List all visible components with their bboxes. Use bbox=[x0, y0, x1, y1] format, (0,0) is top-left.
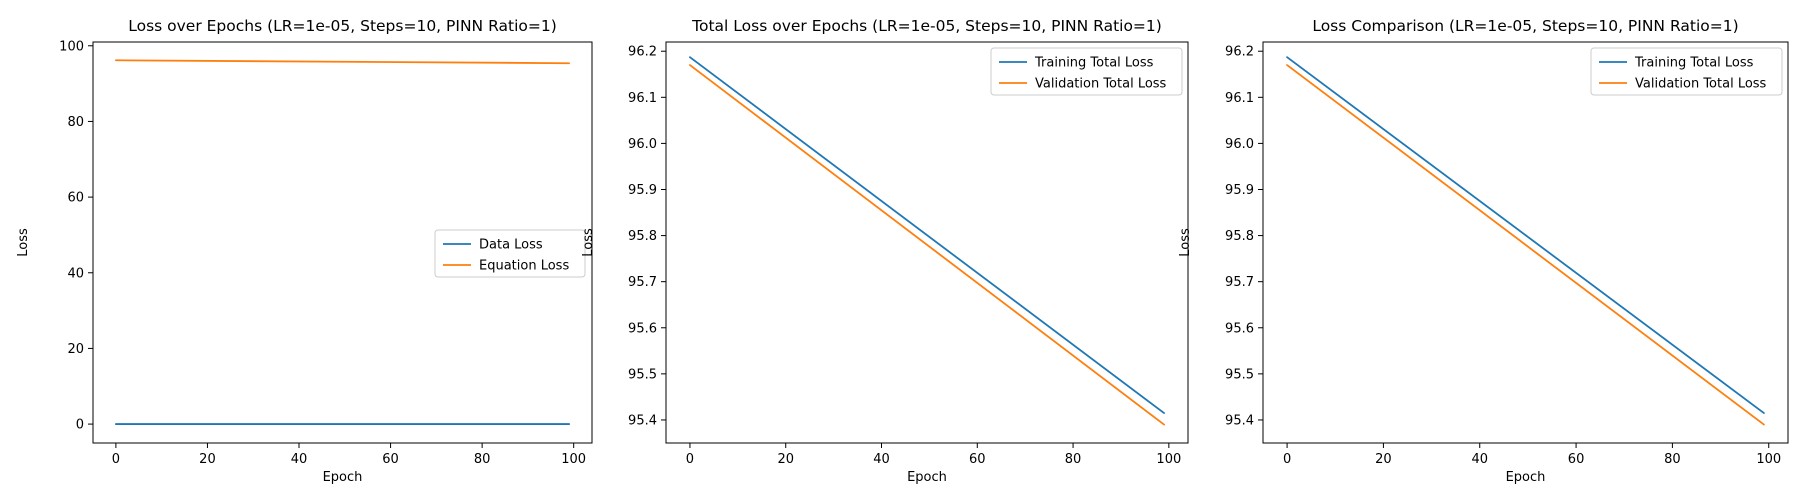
legend-label: Validation Total Loss bbox=[1635, 77, 1767, 92]
y-tick-label: 96.0 bbox=[1225, 137, 1254, 152]
series-line-equation-loss bbox=[114, 59, 571, 65]
x-tick-label: 60 bbox=[1568, 452, 1585, 467]
x-tick-label: 20 bbox=[1375, 452, 1392, 467]
chart-panel-1: Loss over Epochs (LR=1e-05, Steps=10, PI… bbox=[16, 17, 593, 485]
y-tick-label: 95.4 bbox=[628, 413, 657, 428]
y-tick-label: 95.9 bbox=[628, 183, 657, 198]
y-tick-label: 95.9 bbox=[1225, 183, 1254, 198]
y-tick-label: 95.6 bbox=[628, 321, 657, 336]
x-tick-label: 80 bbox=[1664, 452, 1681, 467]
x-tick-label: 80 bbox=[474, 452, 491, 467]
y-tick-label: 20 bbox=[67, 342, 84, 357]
y-tick-label: 96.0 bbox=[628, 137, 657, 152]
y-tick-label: 96.2 bbox=[628, 45, 657, 60]
legend-box bbox=[1590, 47, 1783, 96]
y-axis-label: Loss bbox=[16, 228, 31, 257]
y-tick-label: 95.5 bbox=[1225, 367, 1254, 382]
x-tick-label: 100 bbox=[1156, 452, 1181, 467]
x-tick-label: 100 bbox=[561, 452, 586, 467]
x-tick-label: 100 bbox=[1756, 452, 1781, 467]
y-tick-label: 0 bbox=[76, 418, 84, 433]
x-tick-label: 40 bbox=[1471, 452, 1488, 467]
legend-label: Validation Total Loss bbox=[1035, 77, 1167, 92]
chart-panel-2: Total Loss over Epochs (LR=1e-05, Steps=… bbox=[581, 17, 1189, 485]
plot-frame bbox=[1262, 41, 1789, 444]
x-tick-label: 0 bbox=[1283, 452, 1291, 467]
y-tick-label: 80 bbox=[67, 115, 84, 130]
legend: Data Loss Equation Loss bbox=[434, 229, 586, 278]
x-tick-label: 0 bbox=[112, 452, 120, 467]
x-tick-label: 60 bbox=[382, 452, 399, 467]
chart-panel-3: Loss Comparison (LR=1e-05, Steps=10, PIN… bbox=[1178, 17, 1789, 485]
series-line-training-total-loss bbox=[689, 56, 1165, 414]
x-tick-label: 20 bbox=[777, 452, 794, 467]
chart-title: Loss Comparison (LR=1e-05, Steps=10, PIN… bbox=[1312, 17, 1738, 35]
chart-title: Total Loss over Epochs (LR=1e-05, Steps=… bbox=[691, 17, 1162, 35]
x-tick-label: 0 bbox=[686, 452, 694, 467]
legend-box bbox=[990, 47, 1183, 96]
x-tick-label: 40 bbox=[873, 452, 890, 467]
y-tick-label: 96.1 bbox=[1225, 91, 1254, 106]
legend-label: Training Total Loss bbox=[1634, 56, 1754, 71]
y-tick-label: 96.1 bbox=[628, 91, 657, 106]
y-tick-label: 95.7 bbox=[1225, 275, 1254, 290]
series-line-validation-total-loss bbox=[1286, 64, 1765, 426]
y-tick-label: 95.8 bbox=[1225, 229, 1254, 244]
legend: Training Total Loss Validation Total Loss bbox=[990, 47, 1183, 96]
x-axis-label: Epoch bbox=[323, 470, 363, 485]
x-axis-label: Epoch bbox=[1506, 470, 1546, 485]
y-tick-label: 40 bbox=[67, 266, 84, 281]
y-tick-label: 95.4 bbox=[1225, 413, 1254, 428]
plot-frame bbox=[92, 41, 593, 444]
y-tick-label: 96.2 bbox=[1225, 45, 1254, 60]
x-tick-label: 40 bbox=[291, 452, 308, 467]
series-line-validation-total-loss bbox=[689, 64, 1165, 426]
legend: Training Total Loss Validation Total Loss bbox=[1590, 47, 1783, 96]
y-tick-label: 60 bbox=[67, 191, 84, 206]
y-tick-label: 95.7 bbox=[628, 275, 657, 290]
legend-label: Data Loss bbox=[479, 238, 543, 253]
legend-label: Training Total Loss bbox=[1034, 56, 1154, 71]
chart-title: Loss over Epochs (LR=1e-05, Steps=10, PI… bbox=[128, 17, 557, 35]
x-tick-label: 20 bbox=[199, 452, 216, 467]
y-tick-label: 100 bbox=[59, 39, 84, 54]
y-tick-label: 95.5 bbox=[628, 367, 657, 382]
x-tick-label: 60 bbox=[969, 452, 986, 467]
plot-frame bbox=[665, 41, 1189, 444]
y-tick-label: 95.8 bbox=[628, 229, 657, 244]
x-axis-label: Epoch bbox=[907, 470, 947, 485]
legend-box bbox=[434, 229, 586, 278]
x-tick-label: 80 bbox=[1065, 452, 1082, 467]
y-axis-label: Loss bbox=[1178, 228, 1193, 257]
y-axis-label: Loss bbox=[581, 228, 596, 257]
series-line-training-total-loss bbox=[1286, 56, 1765, 414]
legend-label: Equation Loss bbox=[479, 259, 569, 274]
y-tick-label: 95.6 bbox=[1225, 321, 1254, 336]
